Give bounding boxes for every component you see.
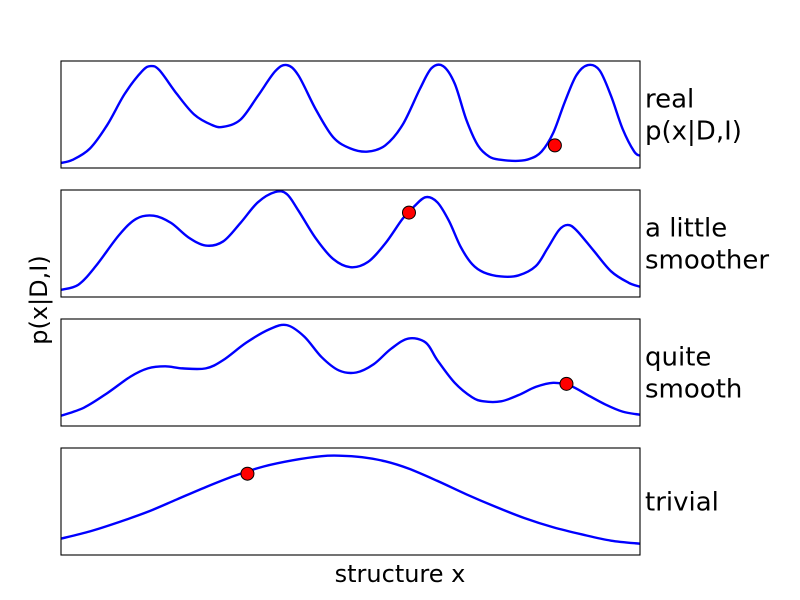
panel-label-line: p(x|D,I) (645, 117, 742, 147)
panel-label-line: quite (645, 343, 711, 373)
sample-marker (240, 466, 255, 481)
panel-4: trivial (60, 447, 719, 556)
density-curve (61, 454, 640, 545)
sample-marker (401, 205, 416, 220)
sample-marker (547, 138, 562, 153)
density-curve (61, 63, 640, 165)
density-curve (61, 323, 640, 417)
panel-label-line: smooth (645, 375, 742, 405)
panel-frame (60, 318, 641, 427)
panel-label-line: smoother (645, 246, 769, 276)
sample-marker (559, 376, 574, 391)
panel-frame (60, 60, 641, 169)
y-axis-label: p(x|D,I) (25, 255, 53, 344)
panel-frame (60, 189, 641, 298)
panel-frame (60, 447, 641, 556)
panel-label-line: trivial (645, 488, 719, 518)
x-axis-label: structure x (335, 560, 466, 588)
panel-label-line: a little (645, 214, 727, 244)
panel-label-line: real (645, 85, 694, 115)
density-curve (61, 190, 640, 292)
